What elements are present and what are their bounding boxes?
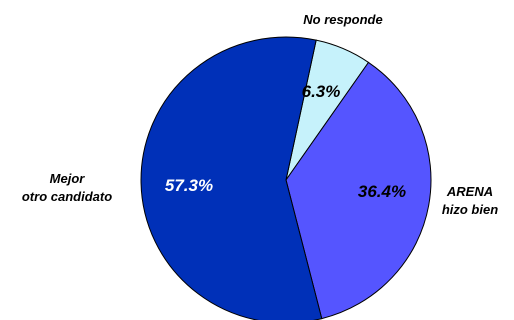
slice-category-label-mejor-otro-candidato-line-1: Mejor (50, 171, 86, 186)
slice-category-label-no-responde: No responde (303, 12, 382, 27)
pie-slice-mejor-otro-candidato (140, 36, 323, 320)
slice-value-label-arena-hizo-bien: 36.4% (358, 182, 406, 201)
slice-category-label-mejor-otro-candidato-line-2: otro candidato (22, 189, 112, 204)
slice-category-label-arena-hizo-bien-line-2: hizo bien (442, 202, 498, 217)
pie-slice-arena-hizo-bien (285, 61, 432, 320)
pie-slices (140, 36, 432, 320)
slice-category-label-arena-hizo-bien-line-1: ARENA (446, 184, 493, 199)
slice-value-label-mejor-otro-candidato: 57.3% (165, 176, 213, 195)
slice-value-label-no-responde: 6.3% (302, 82, 341, 101)
